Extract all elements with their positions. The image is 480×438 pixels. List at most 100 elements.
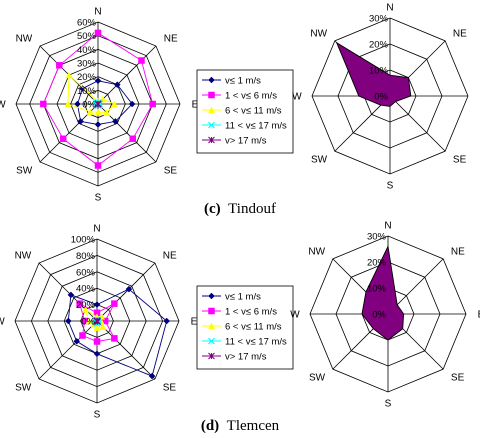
direction-label-e: E (192, 100, 199, 111)
tick-label: 20% (367, 258, 387, 269)
legend-entry-label: 1 < v≤ 6 m/s (225, 307, 277, 318)
direction-label-s: S (95, 193, 102, 204)
direction-label-w: W (290, 310, 300, 321)
series-1 (76, 300, 118, 345)
series-marker (113, 81, 121, 89)
series-marker (56, 62, 63, 69)
tick-label: 60% (77, 18, 97, 29)
legend-entry-label: v≤ 1 m/s (225, 76, 261, 87)
series-marker (111, 335, 118, 342)
tick-label: 20% (76, 300, 96, 311)
area-polygon (361, 244, 405, 341)
direction-label-w: W (0, 100, 6, 111)
series-marker (125, 285, 133, 293)
series-marker (163, 317, 171, 325)
series-marker (93, 100, 101, 108)
direction-label-n: N (93, 224, 100, 235)
series-marker (94, 108, 102, 116)
tick-label: 0% (372, 310, 386, 321)
series-marker (94, 77, 102, 85)
direction-label-e: E (478, 310, 480, 321)
tick-label: 40% (77, 45, 97, 56)
series-marker (138, 57, 145, 64)
direction-label-s: S (387, 181, 394, 192)
tick-label: 50% (77, 31, 97, 42)
legend-swatch-marker (208, 337, 215, 345)
series-marker (73, 337, 81, 345)
grid-spoke (96, 320, 156, 380)
direction-label-ne: NE (164, 34, 178, 45)
legend-entry-label: 1 < v≤ 6 m/s (225, 91, 277, 102)
tick-label: 100% (71, 235, 96, 246)
series-marker (99, 323, 107, 331)
direction-label-se: SE (163, 382, 177, 393)
series-marker (94, 121, 102, 128)
direction-label-ne: NE (451, 247, 465, 258)
series-marker (40, 100, 47, 108)
tick-label: 0% (81, 317, 95, 328)
series-marker (74, 100, 81, 108)
series-marker (65, 71, 73, 79)
series-marker (64, 100, 72, 108)
legend-swatch-marker (208, 292, 215, 300)
series-marker (93, 324, 101, 331)
tick-label: 30% (367, 232, 387, 243)
legend-c: v≤ 1 m/s 1 < v≤ 6 m/s 6 < v≤ 11 m/s 11 < v≤… (196, 69, 294, 154)
direction-label-se: SE (451, 372, 465, 383)
series-marker (79, 85, 86, 92)
caption-c-letter: (c) (204, 201, 221, 217)
series-marker (79, 332, 86, 339)
tick-label: 0% (374, 92, 388, 103)
series-marker (76, 300, 83, 307)
series-marker (94, 29, 102, 37)
direction-label-sw: SW (309, 372, 326, 383)
caption-d: (d) Tlemcen (201, 418, 280, 434)
direction-label-nw: NW (15, 251, 32, 262)
direction-label-w: W (0, 317, 5, 328)
series-marker (110, 100, 118, 108)
tick-label: 20% (369, 40, 389, 51)
series-marker (94, 162, 102, 169)
series-marker (93, 301, 101, 308)
tick-label: 30% (369, 14, 389, 25)
legend-swatch-marker (208, 121, 215, 129)
legend-swatch-marker (208, 76, 215, 84)
legend-swatch-marker (208, 91, 215, 99)
series-marker (85, 317, 93, 325)
chart-c-0: N NE E SE S SW W NW 0% 10% 20% 30% 40% 50% 60% (0, 7, 199, 204)
caption-d-name: Tlemcen (227, 418, 280, 434)
series-marker (64, 317, 72, 325)
direction-label-sw: SW (16, 165, 33, 176)
grid-spoke (389, 95, 446, 152)
series-marker (112, 118, 119, 125)
direction-label-e: E (191, 317, 198, 328)
direction-label-nw: NW (16, 34, 33, 45)
chart-d-3: N NE E SE S SW W NW 0% 10% 20% 30% (290, 221, 480, 410)
series-marker (67, 291, 75, 299)
legend-swatch-marker (208, 106, 215, 114)
tick-label: 30% (77, 59, 97, 70)
grid-spoke (96, 262, 156, 322)
series-marker (93, 350, 101, 358)
tick-label: 80% (76, 251, 96, 262)
legend-entry-label: 6 < v≤ 11 m/s (225, 322, 282, 333)
series-marker (93, 317, 101, 325)
series-4 (94, 100, 102, 108)
tick-label: 10% (367, 284, 387, 295)
chart-d-2: N NE E SE S SW W NW 0% 20% 40% 60% 80% 100% (0, 224, 198, 421)
tick-label: 40% (76, 284, 96, 295)
tick-label: 10% (77, 86, 97, 97)
series-marker (128, 100, 136, 108)
direction-label-w: W (292, 92, 302, 103)
series-0 (64, 285, 171, 380)
legend-swatch-marker (208, 307, 215, 315)
series-marker (148, 372, 156, 380)
series-marker (77, 118, 84, 125)
direction-label-nw: NW (308, 247, 325, 258)
grid-spoke (97, 45, 157, 105)
tick-label: 0% (82, 100, 96, 111)
direction-label-s: S (94, 410, 101, 421)
series-marker (149, 100, 156, 108)
